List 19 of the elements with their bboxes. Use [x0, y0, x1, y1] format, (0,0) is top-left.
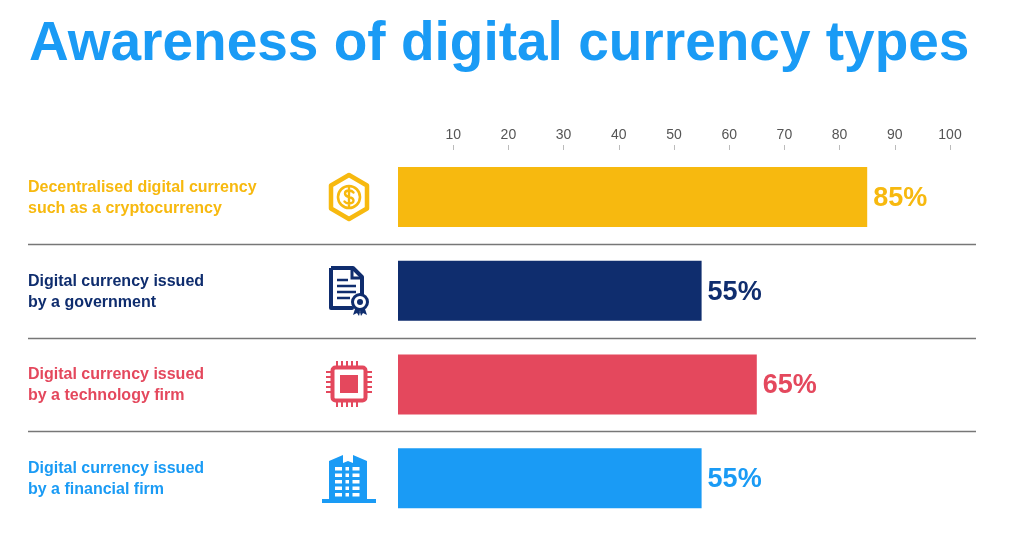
x2-tick-label: 40 [611, 126, 627, 142]
data-label: 85% [873, 181, 928, 212]
data-label: 55% [707, 275, 762, 306]
y-tick-label: Decentralised digital currency such as a cryptocurrency [28, 177, 257, 216]
x2-tick-label: 10 [445, 126, 462, 142]
x2-tick-label: 70 [776, 126, 793, 142]
x2-tick-label: 100 [938, 126, 962, 142]
x2-tick-label: 80 [831, 126, 848, 142]
x2-tick-label: 20 [500, 126, 517, 142]
x2-tick-label: 30 [555, 126, 572, 142]
x2-tick-label: 50 [666, 126, 682, 142]
chart-title: Awareness of digital currency types [29, 9, 970, 72]
x2-tick-label: 90 [887, 126, 903, 142]
data-label: 65% [762, 369, 817, 400]
y-tick-label: Digital currency issued by a financial firm [28, 459, 205, 498]
x2-tick-label: 60 [721, 126, 738, 142]
y-tick-label: Digital currency issued by a government [28, 271, 205, 310]
y-tick-label: Digital currency issued by a technology firm [28, 365, 205, 404]
data-label: 55% [707, 463, 762, 494]
